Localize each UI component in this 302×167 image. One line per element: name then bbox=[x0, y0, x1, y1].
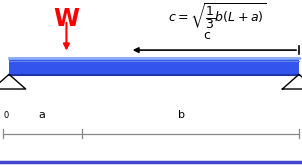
Bar bbox=[9, 58, 299, 75]
Text: c: c bbox=[203, 29, 210, 42]
Text: $c = \sqrt{\dfrac{1}{3}b(L+a)}$: $c = \sqrt{\dfrac{1}{3}b(L+a)}$ bbox=[169, 2, 266, 31]
Text: W: W bbox=[53, 7, 79, 31]
Text: a: a bbox=[39, 110, 46, 120]
Text: b: b bbox=[178, 110, 185, 120]
Text: 0: 0 bbox=[3, 111, 8, 120]
